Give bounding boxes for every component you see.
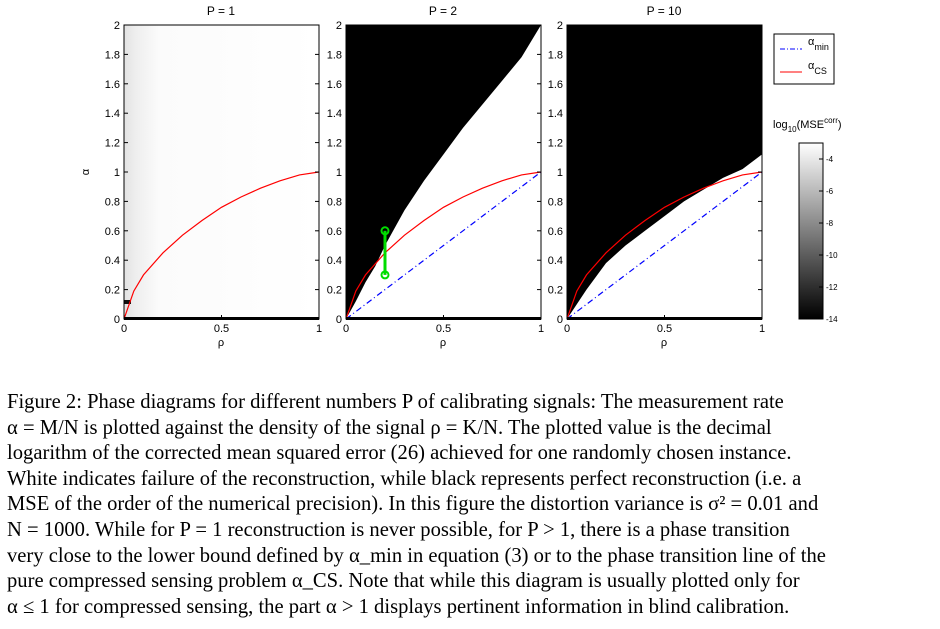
colorbar-tick-label: -6 (826, 187, 834, 196)
y-tick-label: 0 (336, 314, 342, 326)
caption-line-5: MSE of the order of the numerical precis… (7, 493, 819, 516)
colorbar-tick-label: -12 (826, 283, 838, 292)
y-tick-label: 1 (557, 167, 563, 179)
panel-title-p1: P = 1 (207, 4, 235, 18)
x-tick-label: 1 (538, 323, 544, 335)
panel-title-p2: P = 2 (429, 4, 457, 18)
y-tick-label: 0.6 (327, 226, 342, 238)
y-tick-label: 0.8 (105, 196, 120, 208)
x-tick-label: 1 (316, 323, 322, 335)
dark-region-panel-2 (346, 25, 541, 319)
colorbar-tick-label: -8 (826, 219, 834, 228)
y-tick-label: 2 (336, 20, 342, 32)
y-tick-label: 0.2 (548, 285, 563, 297)
caption-line-4: White indicates failure of the reconstru… (7, 467, 802, 490)
legend: αmin αCS (773, 33, 835, 85)
y-tick-label: 1 (114, 167, 120, 179)
caption-line-1: Figure 2: Phase diagrams for different n… (7, 391, 784, 413)
x-tick-label: 0 (343, 323, 349, 335)
x-axis-label-p10: ρ (661, 337, 667, 349)
caption-line-2: α = M/N is plotted against the density o… (7, 416, 772, 439)
colorbar-tick-label: -14 (826, 315, 838, 324)
y-axis-label: α (80, 168, 92, 175)
colorbar: log10(MSEcorr) -4 -6 -8 -10 -12 -14 (773, 116, 842, 324)
caption-line-9: α ≤ 1 for compressed sensing, the part α… (7, 595, 790, 618)
alpha-min-line-panel-2 (346, 171, 541, 319)
x-tick-label: 0.5 (436, 323, 451, 335)
colorbar-gradient (798, 142, 824, 320)
alpha-cs-curve-panel-1 (124, 171, 319, 319)
caption-line-8: pure compressed sensing problem α_CS. No… (7, 570, 800, 593)
y-tick-label: 1.2 (327, 138, 342, 150)
dark-region-panel-3 (567, 25, 762, 319)
green-marker (380, 226, 390, 280)
caption-line-7: very close to the lower bound defined by… (7, 544, 826, 567)
y-tick-label: 0.2 (105, 285, 120, 297)
legend-alpha-cs-label: αCS (808, 60, 827, 76)
y-tick-label: 1.4 (327, 108, 342, 120)
y-tick-label: 2 (114, 20, 120, 32)
y-tick-label: 1.6 (327, 79, 342, 91)
y-tick-label: 0.6 (105, 226, 120, 238)
x-axis-label-p2: ρ (440, 337, 446, 349)
y-tick-label: 1.8 (327, 49, 342, 61)
x-tick-label: 0 (121, 323, 127, 335)
y-tick-label: 0.2 (327, 285, 342, 297)
alpha-min-line-panel-3 (567, 171, 762, 319)
y-tick-label: 1 (336, 167, 342, 179)
y-tick-label: 1.2 (105, 138, 120, 150)
y-tick-label: 1.8 (105, 49, 120, 61)
y-tick-label: 0.8 (327, 196, 342, 208)
y-tick-label: 1.4 (105, 108, 120, 120)
y-tick-label: 0.4 (548, 255, 563, 267)
x-axis-label-p1: ρ (218, 337, 224, 349)
y-tick-label: 0.4 (327, 255, 342, 267)
y-tick-label: 1.6 (105, 79, 120, 91)
y-tick-label: 0.6 (548, 226, 563, 238)
x-tick-label: 0 (564, 323, 570, 335)
heatmap-p1 (124, 25, 319, 319)
y-tick-label: 0.4 (105, 255, 120, 267)
figure-caption: Figure 2: Phase diagrams for different n… (7, 390, 931, 620)
legend-alpha-min-label: αmin (808, 36, 829, 52)
x-tick-label: 0.5 (657, 323, 672, 335)
colorbar-label: log10(MSEcorr) (773, 116, 842, 134)
y-tick-label: 1.2 (548, 138, 563, 150)
y-tick-label: 1.4 (548, 108, 563, 120)
y-tick-label: 0.8 (548, 196, 563, 208)
y-tick-label: 0 (114, 314, 120, 326)
colorbar-tick-label: -10 (826, 251, 838, 260)
y-tick-label: 1.6 (548, 79, 563, 91)
x-tick-label: 0.5 (214, 323, 229, 335)
panel-title-p10: P = 10 (647, 4, 682, 18)
alpha-cs-curve-panel-2 (346, 171, 541, 319)
caption-line-6: N = 1000. While for P = 1 reconstruction… (7, 518, 790, 541)
x-tick-label: 1 (759, 323, 765, 335)
y-tick-label: 1.8 (548, 49, 563, 61)
heatmap-p1-dark-cell (124, 300, 131, 304)
y-tick-label: 0 (557, 314, 563, 326)
y-tick-label: 2 (557, 20, 563, 32)
alpha-cs-curve-panel-3 (567, 171, 762, 319)
colorbar-tick-label: -4 (826, 155, 834, 164)
phase-diagram-figure: P = 1 P = 2 P = 10 0 0.2 0.4 0.6 0.8 1 1.2 1.4 1… (80, 4, 842, 349)
caption-line-3: logarithm of the corrected mean squared … (7, 442, 792, 465)
